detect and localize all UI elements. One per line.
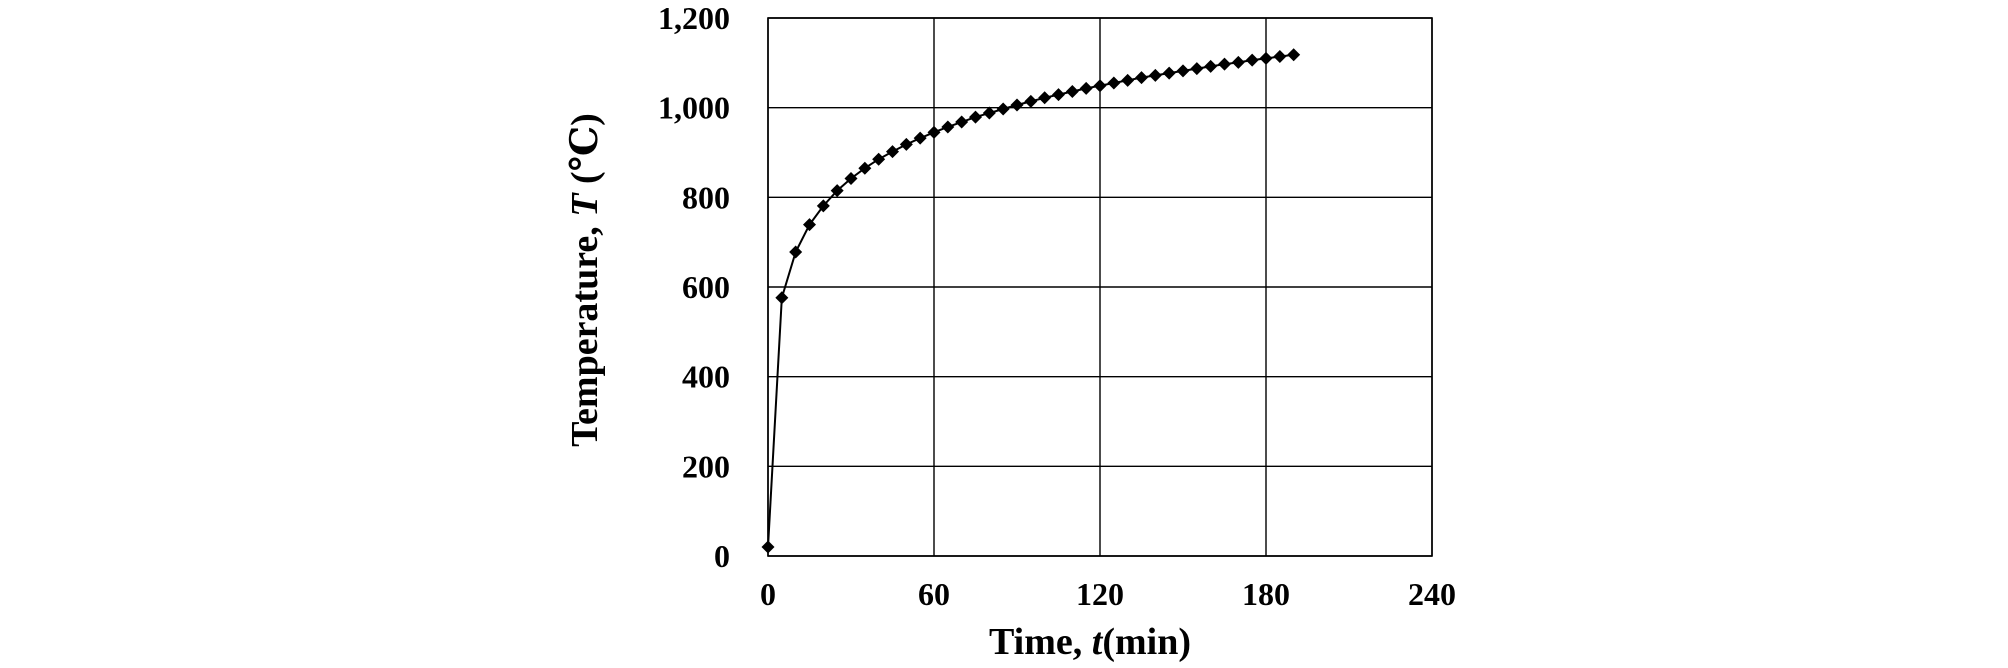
data-point-marker [1038, 91, 1052, 105]
data-point-marker [775, 291, 789, 305]
x-tick-label: 240 [1408, 576, 1456, 612]
data-point-marker [1148, 68, 1162, 82]
data-point-marker [1065, 85, 1079, 99]
data-point-marker [1273, 50, 1287, 64]
data-point-marker [886, 145, 899, 159]
data-point-marker [1218, 57, 1231, 71]
data-point-marker [1231, 55, 1245, 69]
data-point-marker [816, 199, 830, 213]
data-point-marker [1107, 76, 1121, 90]
data-point-marker [1287, 48, 1301, 62]
data-point-marker [1190, 62, 1204, 76]
data-point-marker [789, 245, 803, 259]
x-axis-title: Time, t(min) [989, 621, 1191, 663]
y-axis-title-prefix: Temperature, [564, 217, 606, 447]
y-tick-label: 1,200 [658, 0, 730, 36]
data-point-marker [1135, 71, 1148, 85]
data-point-marker [1245, 53, 1259, 67]
data-point-marker [1052, 88, 1065, 102]
series-layer [761, 48, 1301, 554]
data-point-marker [913, 131, 927, 145]
x-tick-label: 60 [918, 576, 950, 612]
data-point-marker [955, 115, 969, 129]
data-point-marker [1093, 79, 1107, 93]
data-point-marker [1204, 59, 1218, 73]
plot-frame [767, 17, 1433, 557]
data-point-marker [1259, 51, 1273, 65]
y-tick-labels: 0 200 400 600 800 1,000 1,200 [658, 0, 730, 574]
data-point-marker [941, 120, 955, 134]
x-tick-label: 180 [1242, 576, 1290, 612]
grid-layer [767, 17, 1433, 557]
x-axis-title-suffix: (min) [1102, 621, 1191, 663]
y-tick-label: 1,000 [658, 90, 730, 126]
data-point-marker [996, 102, 1010, 116]
x-tick-labels: 0 60 120 180 240 [760, 576, 1456, 612]
data-point-marker [1121, 73, 1135, 87]
y-tick-label: 400 [682, 359, 730, 395]
y-axis-title: Temperature, T (℃) [564, 113, 606, 447]
y-axis-title-italic: T [564, 192, 606, 217]
x-axis-title-italic: t [1092, 621, 1104, 663]
data-point-marker [844, 172, 858, 186]
y-tick-label: 600 [682, 269, 730, 305]
data-point-marker [761, 540, 775, 554]
data-point-marker [1010, 98, 1024, 112]
x-tick-label: 0 [760, 576, 776, 612]
x-tick-label: 120 [1076, 576, 1124, 612]
data-point-marker [927, 125, 941, 139]
data-point-marker [969, 110, 982, 124]
data-point-marker [872, 152, 886, 166]
y-tick-label: 0 [714, 538, 730, 574]
data-point-marker [858, 161, 872, 175]
data-point-marker [803, 218, 816, 232]
data-point-marker [1162, 66, 1176, 80]
data-point-marker [1079, 81, 1093, 95]
y-tick-label: 800 [682, 179, 730, 215]
data-point-marker [1024, 94, 1038, 108]
y-axis-title-suffix: (℃) [564, 113, 606, 193]
x-axis-title-prefix: Time, [989, 621, 1092, 663]
data-point-marker [1176, 64, 1190, 78]
data-point-marker [830, 184, 844, 198]
series-line [767, 53, 1294, 548]
data-point-marker [982, 106, 996, 120]
y-tick-label: 200 [682, 448, 730, 484]
data-point-marker [899, 137, 913, 151]
